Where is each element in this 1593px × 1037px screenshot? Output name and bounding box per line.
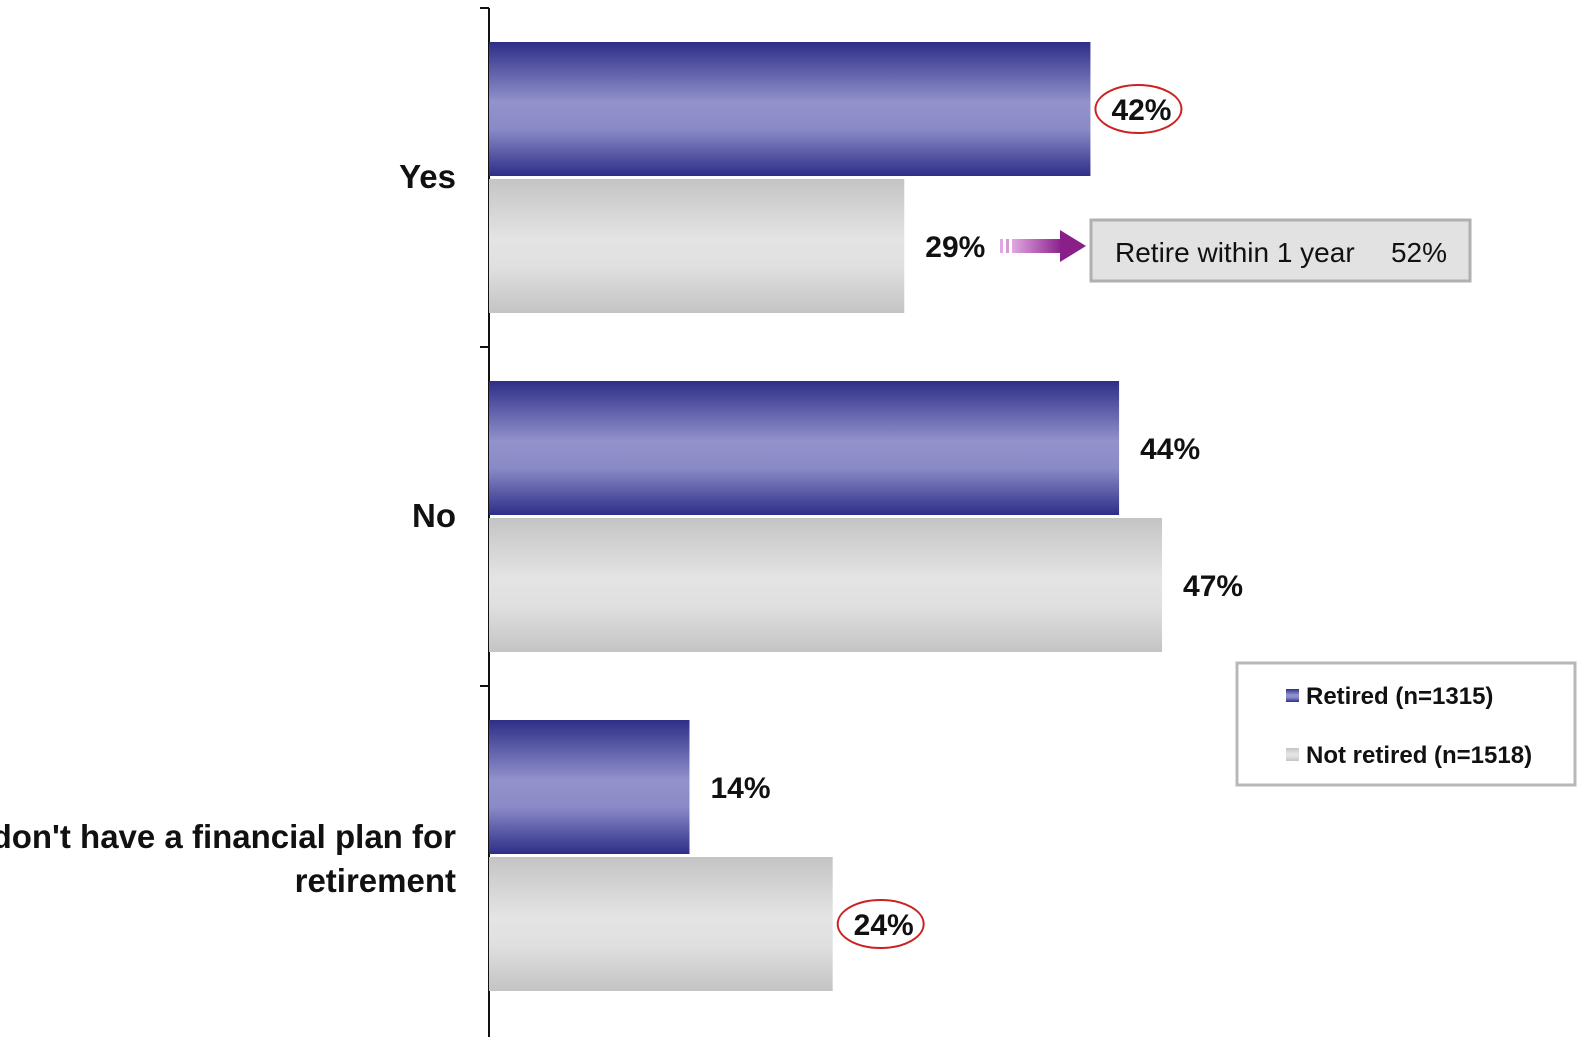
legend: Retired (n=1315) Not retired (n=1518) <box>1235 661 1577 787</box>
bar-not-retired <box>489 179 905 313</box>
bars <box>489 42 1163 991</box>
value-label: 24% <box>854 909 914 942</box>
arrow-dash <box>1006 239 1009 253</box>
arrow-dash <box>1000 239 1003 253</box>
category-label: No <box>412 497 456 534</box>
legend-label-not-retired: Not retired (n=1518) <box>1306 742 1532 769</box>
legend-swatch-not-retired <box>1286 748 1299 761</box>
arrow-shaft <box>1012 239 1062 253</box>
arrow-icon <box>1000 230 1086 262</box>
value-label: 47% <box>1183 570 1243 603</box>
value-label: 14% <box>710 772 770 805</box>
category-label: I don't have a financial plan for <box>0 818 456 855</box>
value-label: 44% <box>1140 433 1200 466</box>
callout-value: 52% <box>1391 237 1447 268</box>
legend-swatch-retired <box>1286 689 1299 702</box>
bar-retired <box>489 720 690 854</box>
highlight-ring <box>836 899 925 949</box>
arrow-head <box>1060 230 1086 262</box>
legend-label-retired: Retired (n=1315) <box>1306 683 1493 710</box>
highlight-ring <box>1094 84 1183 134</box>
bar-not-retired <box>489 518 1163 652</box>
labels: Yes No I don't have a financial plan for re… <box>0 84 1243 949</box>
bar-not-retired <box>489 857 833 991</box>
bar-retired <box>489 381 1120 515</box>
axis <box>480 7 490 1037</box>
callout-box <box>1089 218 1472 283</box>
callout-label: Retire within 1 year <box>1115 237 1355 268</box>
category-label: retirement <box>295 862 456 899</box>
value-label: 29% <box>925 231 985 264</box>
category-label: Yes <box>399 158 456 195</box>
legend-box <box>1235 661 1577 787</box>
callout: Retire within 1 year 52% <box>1000 218 1472 283</box>
bar-retired <box>489 42 1091 176</box>
value-label: 42% <box>1111 94 1171 127</box>
